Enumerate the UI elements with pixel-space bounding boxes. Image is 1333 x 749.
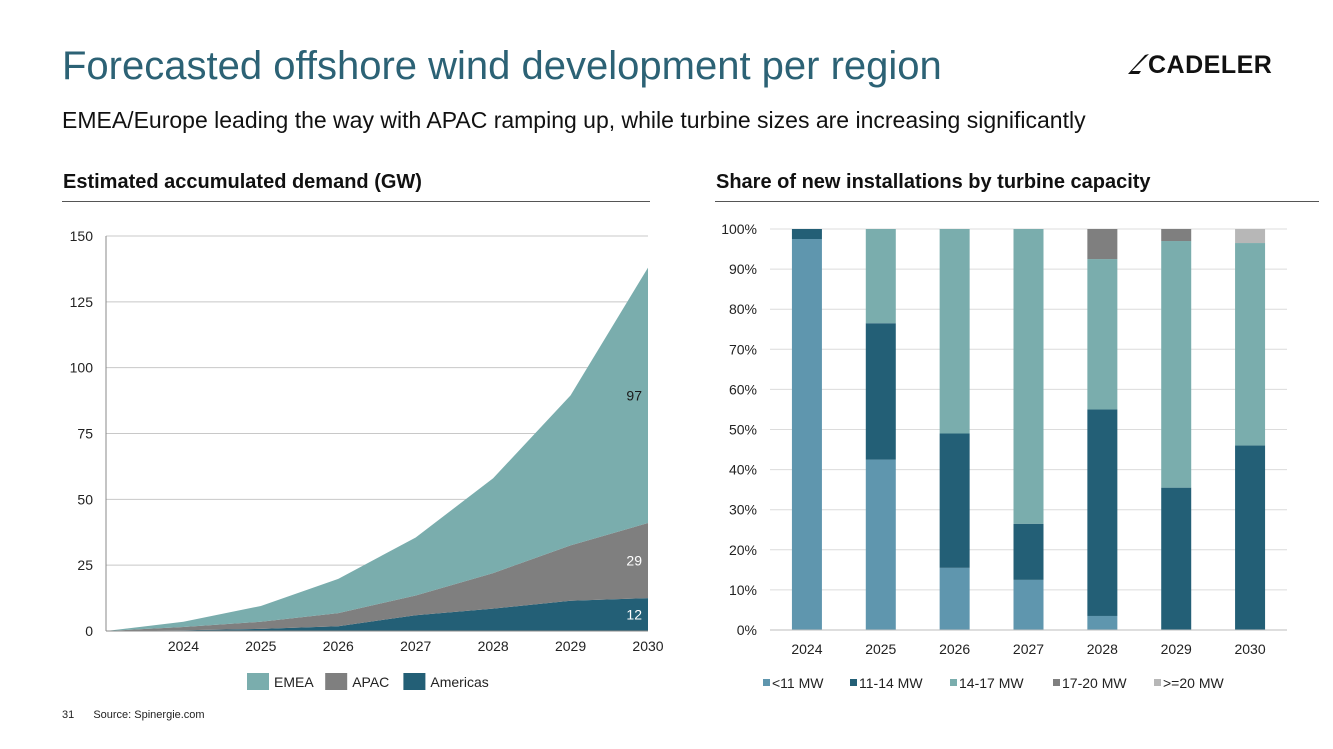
logo-mark-icon (1128, 54, 1149, 74)
bar-segment-2030-11-14-mw (1235, 445, 1266, 630)
legend-swatch-americas (403, 673, 426, 690)
bar-segment-2028-17-20-mw (1087, 229, 1118, 260)
bar-segment-2025-14-17-mw (865, 229, 896, 324)
bar-segment-2026-11-mw (939, 567, 970, 630)
area-apac (106, 523, 648, 631)
bar-segment-2024-11-mw (791, 239, 822, 630)
source-note: Source: Spinergie.com (93, 709, 205, 721)
legend-swatch-11-mw (763, 679, 770, 686)
legend-label-americas: Americas (430, 674, 488, 690)
left-chart-title: Estimated accumulated demand (GW) (63, 171, 422, 193)
y-tick-label: 0 (85, 623, 93, 639)
x-tick-label: 2028 (478, 638, 509, 654)
y-tick-label: 25 (77, 557, 93, 573)
y-tick-label: 70% (729, 341, 757, 357)
x-tick-label: 2027 (400, 638, 431, 654)
company-logo: CADELER (1128, 51, 1273, 79)
bar-segment-2027-14-17-mw (1013, 229, 1044, 524)
area-americas (106, 598, 648, 631)
y-tick-label: 150 (70, 228, 94, 244)
bar-segment-2030-20-mw (1235, 229, 1266, 244)
x-tick-label: 2026 (939, 641, 970, 657)
area-emea (106, 267, 648, 631)
y-tick-label: 50% (729, 422, 757, 438)
x-tick-label: 2027 (1013, 641, 1044, 657)
bar-segment-2026-11-14-mw (939, 433, 970, 568)
legend-label-apac: APAC (352, 674, 389, 690)
data-label-americas: 12 (626, 607, 642, 623)
legend-label-14-17-mw: 14-17 MW (959, 675, 1024, 691)
bar-segment-2028-14-17-mw (1087, 259, 1118, 410)
bar-segment-2030-14-17-mw (1235, 243, 1266, 446)
legend-label-11-mw: <11 MW (772, 675, 824, 691)
legend-label-11-14-mw: 11-14 MW (859, 675, 923, 691)
left-title-rule (62, 201, 650, 202)
x-tick-label: 2025 (865, 641, 896, 657)
x-tick-label: 2025 (245, 638, 276, 654)
data-label-apac: 29 (626, 553, 642, 569)
x-tick-label: 2029 (555, 638, 586, 654)
legend-label-20-mw: >=20 MW (1163, 675, 1224, 691)
page-number: 31 (62, 709, 75, 721)
x-tick-label: 2030 (632, 638, 663, 654)
bar-segment-2027-11-14-mw (1013, 523, 1044, 580)
y-tick-label: 10% (729, 582, 757, 598)
bar-segment-2025-11-mw (865, 459, 896, 630)
y-tick-label: 125 (70, 294, 94, 310)
y-tick-label: 90% (729, 261, 757, 277)
data-label-emea: 97 (626, 387, 642, 403)
x-tick-label: 2024 (168, 638, 199, 654)
y-tick-label: 0% (737, 622, 757, 638)
footer: 31 Source: Spinergie.com (62, 709, 221, 721)
legend-swatch-apac (325, 673, 348, 690)
y-tick-label: 60% (729, 381, 757, 397)
right-title-rule (715, 201, 1319, 202)
legend-swatch-17-20-mw (1053, 679, 1060, 686)
y-tick-label: 100% (721, 221, 757, 237)
x-tick-label: 2029 (1161, 641, 1192, 657)
legend-swatch-11-14-mw (850, 679, 857, 686)
x-tick-label: 2026 (323, 638, 354, 654)
legend-label-17-20-mw: 17-20 MW (1062, 675, 1127, 691)
y-tick-label: 100 (70, 360, 94, 376)
legend-label-emea: EMEA (274, 674, 314, 690)
logo-text: CADELER (1148, 51, 1273, 79)
bar-segment-2025-11-14-mw (865, 323, 896, 460)
x-tick-label: 2028 (1087, 641, 1118, 657)
page-subtitle: EMEA/Europe leading the way with APAC ra… (62, 107, 1086, 133)
y-tick-label: 30% (729, 502, 757, 518)
legend-swatch-14-17-mw (950, 679, 957, 686)
legend-swatch-20-mw (1154, 679, 1161, 686)
bar-segment-2028-11-mw (1087, 615, 1118, 630)
page-title: Forecasted offshore wind development per… (62, 44, 942, 88)
y-tick-label: 50 (77, 491, 93, 507)
bar-segment-2029-11-14-mw (1161, 487, 1192, 630)
y-tick-label: 80% (729, 301, 757, 317)
x-tick-label: 2024 (791, 641, 822, 657)
y-tick-label: 75 (77, 426, 93, 442)
bar-segment-2027-11-mw (1013, 579, 1044, 630)
x-tick-label: 2030 (1234, 641, 1265, 657)
bar-segment-2029-14-17-mw (1161, 241, 1192, 488)
right-chart-title: Share of new installations by turbine ca… (716, 171, 1151, 193)
bar-segment-2026-14-17-mw (939, 229, 970, 434)
bar-segment-2024-11-14-mw (791, 229, 822, 240)
bar-segment-2028-11-14-mw (1087, 409, 1118, 616)
legend-swatch-emea (247, 673, 269, 690)
y-tick-label: 20% (729, 542, 757, 558)
y-tick-label: 40% (729, 462, 757, 478)
bar-segment-2029-17-20-mw (1161, 229, 1192, 242)
